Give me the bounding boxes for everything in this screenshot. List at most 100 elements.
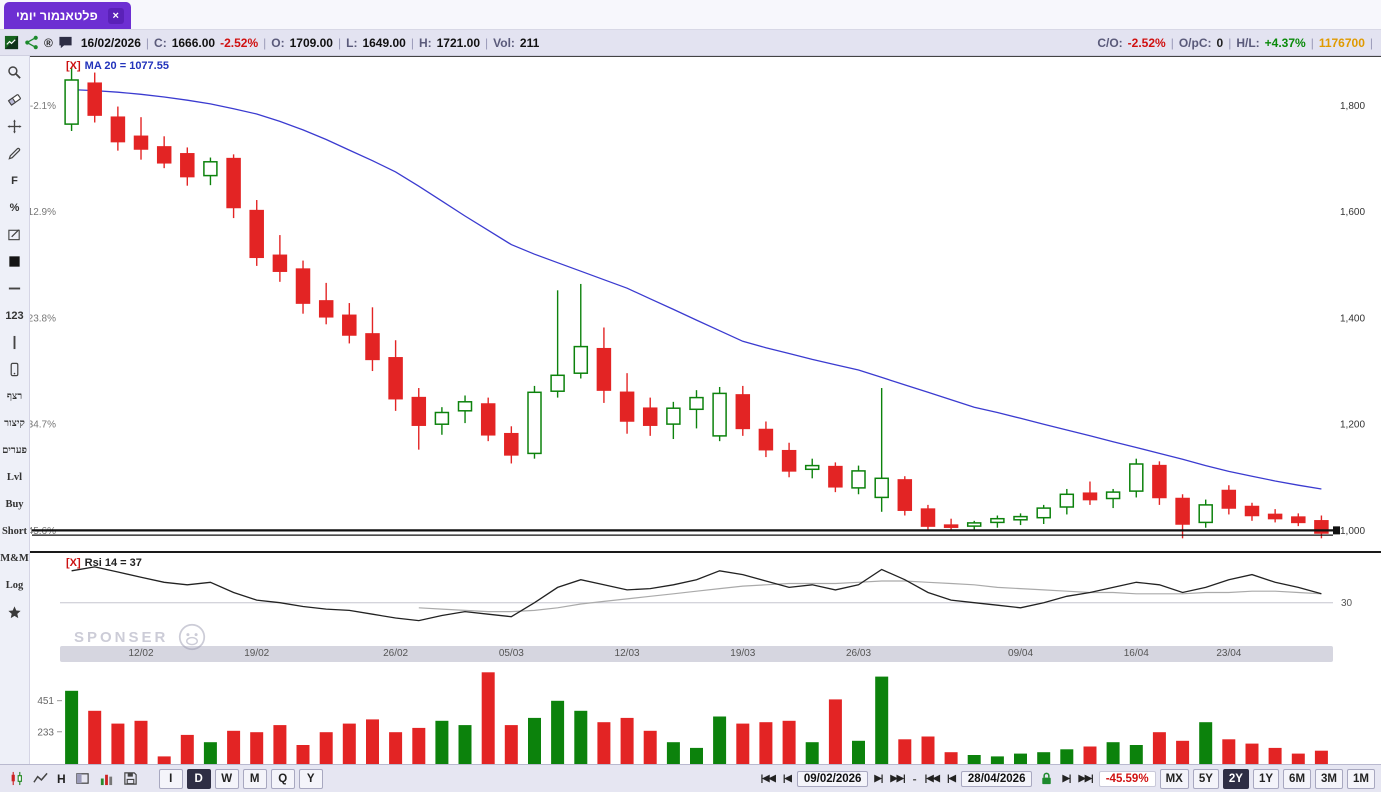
tab-bar: פלטאנמור יומי × <box>0 0 1381 30</box>
separator: | <box>485 35 489 50</box>
candle-style-button-glyph <box>11 771 22 786</box>
layout-button[interactable] <box>73 770 93 788</box>
app-icon[interactable] <box>4 35 19 50</box>
interval-w[interactable]: W <box>214 768 239 789</box>
nav-from-fwd-0[interactable]: ▶| <box>874 773 883 784</box>
svg-text:30: 30 <box>1341 598 1353 609</box>
tool-draw[interactable] <box>2 140 28 167</box>
from-date-button[interactable]: 09/02/2026 <box>796 770 869 787</box>
interval-m[interactable]: M <box>242 768 267 789</box>
rsi-indicator-label: [X] Rsi 14 = 37 <box>66 557 142 569</box>
tool-pearim[interactable]: פערים <box>2 445 27 456</box>
tool-annotate[interactable] <box>2 221 28 248</box>
range-3m[interactable]: 3M <box>1315 768 1344 789</box>
interval-q[interactable]: Q <box>270 768 295 789</box>
active-tab[interactable]: פלטאנמור יומי × <box>4 2 131 29</box>
chat-icon-glyph <box>59 36 72 49</box>
stat-value: -2.52% <box>1127 35 1166 50</box>
nav-to-fwd-0[interactable]: ▶| <box>1062 773 1071 784</box>
ma-close-button[interactable]: [X] <box>66 60 81 72</box>
date-tick-label: 26/02 <box>383 648 409 659</box>
volume-panel[interactable]: 451 233 <box>30 662 1381 766</box>
stat-value: 0 <box>1216 35 1224 50</box>
range-1y[interactable]: 1Y <box>1252 768 1280 789</box>
nav-separator: - <box>912 771 917 786</box>
range-controls: |◀◀ |◀ 09/02/2026 ▶| ▶▶| - |◀◀ |◀ 28/04/2026 ▶| ▶▶… <box>759 768 1375 789</box>
tool-short[interactable]: Short <box>1 526 28 537</box>
share-icon[interactable] <box>24 35 39 50</box>
nav-from-fwd-1[interactable]: ▶▶| <box>890 773 905 784</box>
tool-favorites[interactable] <box>2 599 28 626</box>
candle-style-button[interactable] <box>6 770 26 788</box>
save-button[interactable] <box>121 770 141 788</box>
separator: | <box>1369 35 1373 50</box>
nav-to-fwd-1[interactable]: ▶▶| <box>1078 773 1093 784</box>
rsi-panel[interactable]: 30 <box>30 555 1381 646</box>
nav-from-back-0[interactable]: |◀◀ <box>760 773 776 784</box>
quote-summary: ® 16/02/2026 | C: 1666.00 -2.52% | O: 1709.00 | L:… <box>4 35 539 50</box>
tool-retzef[interactable]: רצף <box>6 391 23 402</box>
interval-i[interactable]: I <box>158 768 183 789</box>
range-mx[interactable]: MX <box>1159 768 1189 789</box>
tool-fill-square[interactable] <box>2 248 28 275</box>
field-value: 1649.00 <box>362 35 406 50</box>
to-date-button[interactable]: 28/04/2026 <box>960 770 1033 787</box>
app-icon-glyph <box>4 35 19 50</box>
separator: | <box>1310 35 1314 50</box>
svg-text:-34.7%: -34.7% <box>30 420 56 431</box>
hline-icon <box>8 287 21 290</box>
tool-zoom[interactable] <box>2 59 28 86</box>
date-tick-label: 05/03 <box>498 648 524 659</box>
line-style-button[interactable] <box>30 770 50 788</box>
svg-text:-12.9%: -12.9% <box>30 207 56 218</box>
tool-fibonacci[interactable]: F <box>11 174 18 187</box>
tool-kitzur[interactable]: קיצור <box>4 418 25 429</box>
phone-icon <box>10 362 19 377</box>
date-tick-label: 19/03 <box>730 648 756 659</box>
svg-text:-23.8%: -23.8% <box>30 313 56 324</box>
high-low-button[interactable]: H <box>57 771 66 786</box>
tab-title: פלטאנמור יומי <box>16 8 98 23</box>
lock-icon[interactable] <box>1036 770 1056 788</box>
range-6m[interactable]: 6M <box>1283 768 1312 789</box>
registered-icon: ® <box>44 35 53 50</box>
price-chart[interactable]: -2.1% 1,800 -12.9% 1,600 -23.8% 1,400 -34.7% 1,… <box>24 57 1381 553</box>
tool-log[interactable]: Log <box>5 580 24 591</box>
tool-vertical-line[interactable] <box>2 329 28 356</box>
rsi-label-text: Rsi 14 = 37 <box>84 557 142 569</box>
tool-level[interactable]: Lvl <box>6 472 23 483</box>
tool-eraser[interactable] <box>2 86 28 113</box>
date-axis-track[interactable] <box>60 646 1333 662</box>
interval-y[interactable]: Y <box>298 768 323 789</box>
line-style-button-glyph <box>32 772 48 783</box>
field-change: -2.52% <box>220 35 259 50</box>
volume-style-button[interactable] <box>97 770 117 788</box>
nav-from-back-1[interactable]: |◀ <box>782 773 792 784</box>
chart-area: -2.1% 1,800 -12.9% 1,600 -23.8% 1,400 -34.7% 1,… <box>24 56 1381 766</box>
tool-mobile[interactable] <box>2 356 28 383</box>
tool-mm[interactable]: M&M <box>0 553 29 564</box>
field-label: L: <box>346 35 358 50</box>
range-5y[interactable]: 5Y <box>1192 768 1219 789</box>
svg-text:1,200: 1,200 <box>1340 420 1365 431</box>
range-1m[interactable]: 1M <box>1347 768 1375 789</box>
tab-close-icon[interactable]: × <box>107 7 124 24</box>
field-value: 1666.00 <box>171 35 216 50</box>
interval-d[interactable]: D <box>186 768 211 789</box>
tool-move[interactable] <box>2 113 28 140</box>
volume-style-button-glyph <box>101 774 113 786</box>
range-2y[interactable]: 2Y <box>1222 768 1249 789</box>
chat-icon[interactable] <box>58 35 73 50</box>
nav-to-back-0[interactable]: |◀◀ <box>924 773 940 784</box>
tool-numbers[interactable]: 123 <box>5 309 24 322</box>
rsi-close-button[interactable]: [X] <box>66 557 81 569</box>
tool-buy[interactable]: Buy <box>5 499 24 510</box>
tool-percent[interactable]: % <box>9 201 20 214</box>
separator: | <box>1170 35 1174 50</box>
separator: | <box>263 35 267 50</box>
field-label: H: <box>418 35 432 50</box>
svg-text:1,600: 1,600 <box>1340 207 1365 218</box>
tool-horizontal-line[interactable] <box>2 275 28 302</box>
nav-to-back-1[interactable]: |◀ <box>946 773 956 784</box>
